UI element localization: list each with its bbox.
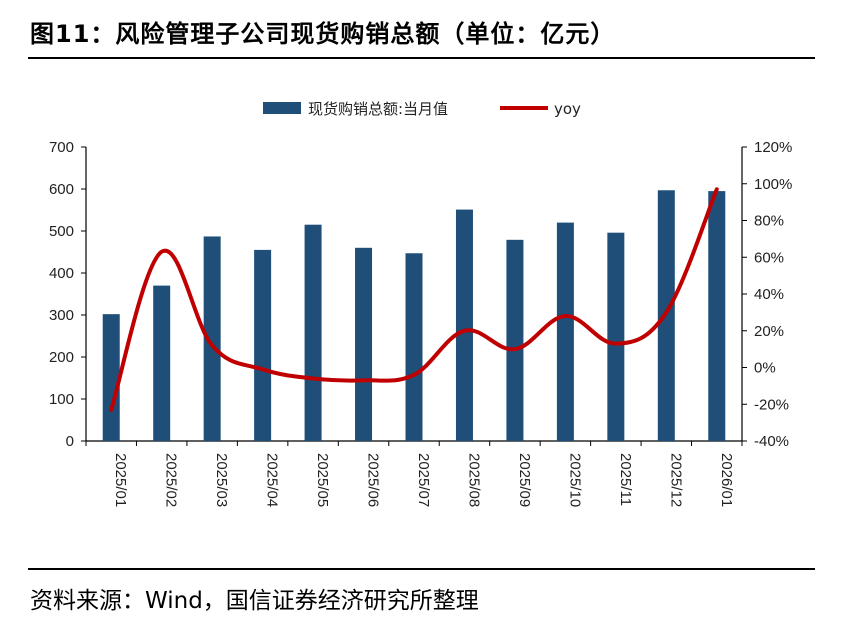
left-tick-label: 600 bbox=[49, 181, 74, 198]
bar bbox=[102, 314, 120, 441]
right-tick-label: 20% bbox=[754, 323, 784, 340]
bar bbox=[254, 249, 272, 441]
legend-bar-label: 现货购销总额:当月值 bbox=[308, 100, 448, 118]
left-tick-label: 0 bbox=[66, 433, 74, 450]
right-tick-label: 80% bbox=[754, 213, 784, 230]
left-tick-label: 400 bbox=[49, 265, 74, 282]
x-tick-label: 2026/01 bbox=[718, 453, 735, 507]
right-tick-label: 40% bbox=[754, 286, 784, 303]
bar-series bbox=[102, 190, 726, 441]
left-tick-label: 100 bbox=[49, 391, 74, 408]
source-note: 资料来源：Wind，国信证券经济研究所整理 bbox=[30, 588, 479, 614]
x-tick-label: 2025/11 bbox=[617, 453, 634, 506]
x-tick-label: 2025/02 bbox=[163, 453, 180, 507]
x-axis: 2025/01 2025/02 2025/03 2025/04 2025/05 2025/… bbox=[85, 440, 743, 507]
x-tick-label: 2025/04 bbox=[264, 453, 281, 507]
bar bbox=[708, 191, 726, 441]
right-tick-label: -40% bbox=[754, 433, 789, 450]
right-tick-label: 60% bbox=[754, 249, 784, 266]
left-tick-label: 200 bbox=[49, 349, 74, 366]
bar bbox=[355, 247, 373, 441]
x-tick-label: 2025/01 bbox=[112, 453, 129, 507]
combo-chart: 现货购销总额:当月值 yoy 0 100 200 300 400 500 600 700 -4… bbox=[49, 100, 792, 507]
chart-legend: 现货购销总额:当月值 yoy bbox=[263, 100, 581, 118]
x-tick-label: 2025/06 bbox=[365, 453, 382, 507]
title-divider bbox=[28, 57, 815, 59]
x-tick-label: 2025/07 bbox=[415, 453, 432, 507]
right-y-axis: -40% -20% 0% 20% 40% 60% 80% 100% 120% bbox=[741, 139, 792, 450]
right-tick-label: 100% bbox=[754, 176, 792, 193]
bar bbox=[304, 224, 322, 441]
bar bbox=[556, 222, 574, 441]
left-tick-label: 500 bbox=[49, 223, 74, 240]
bar bbox=[405, 253, 423, 441]
bar bbox=[506, 239, 524, 441]
x-tick-label: 2025/08 bbox=[465, 453, 482, 507]
x-tick-label: 2025/12 bbox=[667, 453, 684, 507]
left-tick-label: 300 bbox=[49, 307, 74, 324]
right-tick-label: 120% bbox=[754, 139, 792, 156]
bar bbox=[153, 285, 171, 441]
bar bbox=[455, 209, 473, 441]
right-tick-label: -20% bbox=[754, 396, 789, 413]
x-tick-label: 2025/10 bbox=[566, 453, 583, 507]
legend-line-label: yoy bbox=[554, 100, 581, 118]
bar bbox=[607, 232, 625, 441]
left-tick-label: 700 bbox=[49, 139, 74, 156]
source-divider bbox=[28, 568, 815, 570]
x-tick-label: 2025/09 bbox=[516, 453, 533, 507]
page-title: 图11：风险管理子公司现货购销总额（单位：亿元） bbox=[30, 20, 616, 48]
x-tick-label: 2025/03 bbox=[213, 453, 230, 507]
left-y-axis: 0 100 200 300 400 500 600 700 bbox=[49, 139, 87, 450]
bar bbox=[203, 236, 221, 441]
x-tick-label: 2025/05 bbox=[314, 453, 331, 507]
legend-bar-swatch bbox=[263, 102, 301, 114]
right-tick-label: 0% bbox=[754, 360, 776, 377]
line-series bbox=[109, 187, 719, 412]
